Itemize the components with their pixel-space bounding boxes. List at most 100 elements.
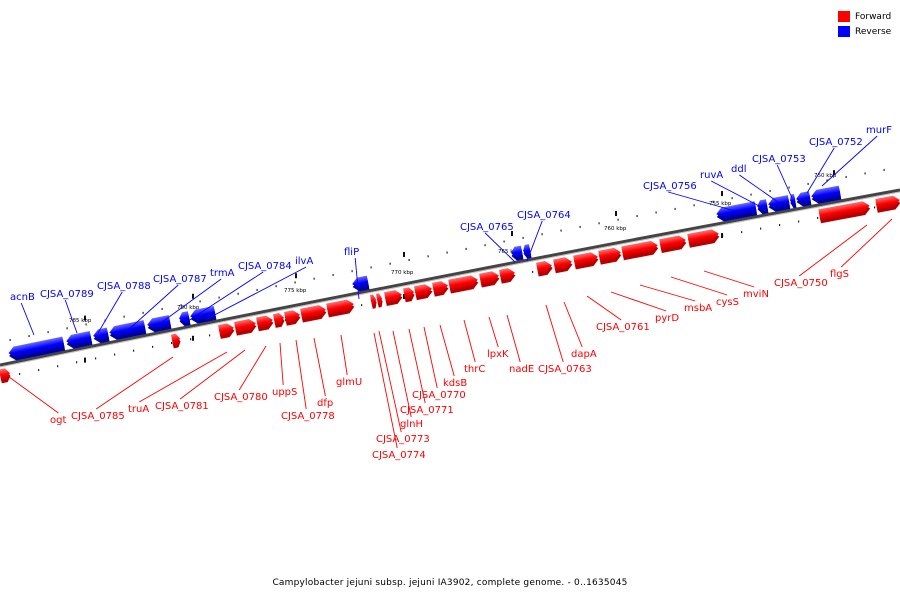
gene-arrow-cjsa_0761[interactable] — [573, 251, 599, 270]
gene-arrow-cjsa_0752[interactable] — [795, 191, 812, 207]
gene-arrow-dfp[interactable] — [300, 304, 327, 323]
gene-label-glnh[interactable]: glnH — [400, 419, 423, 430]
gene-label-lpxk[interactable]: lpxK — [487, 349, 509, 360]
gene-arrow-cjsa_0763[interactable] — [536, 260, 553, 277]
gene-arrow-body — [790, 193, 796, 206]
gene-arrow-cjsa_0771[interactable] — [403, 287, 415, 303]
leader-line — [184, 271, 264, 324]
gene-label-cjsa_0756[interactable]: CJSA_0756 — [643, 181, 697, 192]
gene-label-ilva[interactable]: ilvA — [295, 256, 313, 267]
gene-arrow-cjsa_0774[interactable] — [369, 294, 378, 309]
minor-tick — [256, 288, 258, 291]
gene-arrow-trma[interactable] — [146, 315, 172, 333]
gene-arrow-cjsa_0764[interactable] — [522, 244, 532, 259]
gene-label-cjsa_0753[interactable]: CJSA_0753 — [752, 154, 806, 165]
gene-arrow-flip[interactable] — [351, 275, 370, 293]
gene-label-cjsa_0770[interactable]: CJSA_0770 — [412, 390, 466, 401]
gene-label-upps[interactable]: uppS — [272, 387, 297, 398]
gene-arrow-mvin[interactable] — [687, 228, 720, 248]
gene-label-cjsa_0750[interactable]: CJSA_0750 — [774, 278, 828, 289]
gene-arrow-ilva[interactable] — [189, 306, 217, 325]
gene-label-ddl[interactable]: ddl — [731, 164, 746, 175]
leader-line — [126, 284, 179, 332]
gene-label-cjsa_0771[interactable]: CJSA_0771 — [400, 405, 454, 416]
gene-label-cjsa_0788[interactable]: CJSA_0788 — [97, 281, 151, 292]
gene-label-cjsa_0789[interactable]: CJSA_0789 — [40, 289, 94, 300]
gene-label-cjsa_0773[interactable]: CJSA_0773 — [376, 434, 430, 445]
gene-label-cjsa_0752[interactable]: CJSA_0752 — [809, 137, 863, 148]
gene-arrow-cjsa_0753[interactable] — [789, 193, 797, 209]
gene-arrow-cjsa_0750[interactable] — [818, 200, 871, 224]
gene-label-pyrd[interactable]: pyrD — [655, 313, 679, 324]
gene-arrow-cjsa_0765[interactable] — [510, 245, 524, 262]
gene-label-nade[interactable]: nadE — [509, 364, 534, 375]
gene-arrow-cjsa_0756[interactable] — [715, 201, 758, 222]
gene-label-cyss[interactable]: cysS — [716, 297, 739, 308]
gene-label-cjsa_0761[interactable]: CJSA_0761 — [596, 322, 650, 333]
gene-arrow-cyss[interactable] — [659, 234, 687, 254]
gene-arrow-cjsa_0785[interactable] — [170, 333, 182, 349]
gene-arrow-trua[interactable] — [218, 322, 235, 339]
gene-arrow-cjsa_0784[interactable] — [178, 311, 191, 327]
gene-arrow-cjsa_0788[interactable] — [92, 327, 110, 345]
gene-label-cjsa_0763[interactable]: CJSA_0763 — [538, 364, 592, 375]
gene-label-mvin[interactable]: mviN — [743, 289, 769, 300]
gene-label-cjsa_0785[interactable]: CJSA_0785 — [71, 411, 125, 422]
minor-tick — [693, 204, 695, 207]
gene-arrow-cjsa_0778[interactable] — [284, 309, 301, 326]
gene-arrow-body — [66, 331, 92, 346]
minor-tick — [484, 244, 486, 247]
gene-label-cjsa_0778[interactable]: CJSA_0778 — [281, 411, 335, 422]
gene-label-flip[interactable]: fliP — [344, 247, 359, 258]
gene-label-dapa[interactable]: dapA — [571, 349, 597, 360]
gene-label-trma[interactable]: trmA — [210, 268, 235, 279]
gene-label-glmu[interactable]: glmU — [336, 377, 362, 388]
gene-label-cjsa_0765[interactable]: CJSA_0765 — [460, 222, 514, 233]
gene-arrow-ruva[interactable] — [756, 199, 769, 215]
gene-arrow-flgs[interactable] — [875, 195, 900, 213]
gene-label-thrc[interactable]: thrC — [464, 364, 485, 375]
gene-arrow-ogt[interactable] — [0, 368, 12, 384]
gene-arrow-body — [179, 311, 190, 324]
gene-label-acnb[interactable]: acnB — [10, 292, 35, 303]
minor-tick — [817, 216, 819, 219]
minor-tick — [427, 255, 429, 258]
gene-arrow-kdsb[interactable] — [432, 280, 449, 297]
gene-arrow-acnb[interactable] — [7, 336, 66, 362]
gene-arrow-lpxk[interactable] — [479, 270, 500, 288]
gene-arrow-glnh[interactable] — [384, 289, 403, 307]
gene-label-msba[interactable]: msbA — [684, 303, 712, 314]
gene-arrow-cjsa_0773[interactable] — [375, 293, 384, 308]
gene-label-flgs[interactable]: flgS — [830, 269, 849, 280]
leader-line — [526, 220, 543, 262]
gene-arrow-cjsa_0780[interactable] — [256, 314, 274, 332]
gene-label-cjsa_0784[interactable]: CJSA_0784 — [238, 261, 292, 272]
gene-label-cjsa_0764[interactable]: CJSA_0764 — [517, 210, 571, 221]
minor-tick — [285, 319, 287, 322]
gene-label-ogt[interactable]: ogt — [50, 415, 66, 426]
gene-label-dfp[interactable]: dfp — [317, 398, 333, 409]
gene-arrow-body — [553, 257, 572, 271]
gene-arrow-cjsa_0787[interactable] — [108, 320, 147, 341]
gene-arrow-msba[interactable] — [621, 240, 659, 261]
minor-tick — [161, 308, 163, 311]
gene-label-trua[interactable]: truA — [128, 404, 149, 415]
gene-label-murf[interactable]: murF — [866, 125, 892, 136]
gene-arrow-nade[interactable] — [499, 267, 516, 284]
gene-label-cjsa_0780[interactable]: CJSA_0780 — [214, 392, 268, 403]
gene-arrow-upps[interactable] — [273, 312, 286, 328]
gene-arrow-murf[interactable] — [810, 185, 842, 205]
gene-label-kdsb[interactable]: kdsB — [443, 378, 467, 389]
minor-tick — [874, 206, 876, 209]
gene-arrow-cjsa_0789[interactable] — [65, 331, 93, 350]
gene-label-cjsa_0781[interactable]: CJSA_0781 — [155, 401, 209, 412]
gene-arrow-thrc[interactable] — [448, 274, 479, 294]
gene-arrow-pyrd[interactable] — [598, 247, 622, 265]
gene-arrow-dapa[interactable] — [553, 256, 573, 274]
gene-arrow-cjsa_0781[interactable] — [234, 318, 257, 336]
gene-arrow-cjsa_0770[interactable] — [414, 283, 433, 301]
gene-label-cjsa_0787[interactable]: CJSA_0787 — [153, 274, 207, 285]
gene-arrow-glmu[interactable] — [326, 298, 355, 318]
gene-label-cjsa_0774[interactable]: CJSA_0774 — [372, 450, 426, 461]
gene-label-ruva[interactable]: ruvA — [700, 170, 723, 181]
